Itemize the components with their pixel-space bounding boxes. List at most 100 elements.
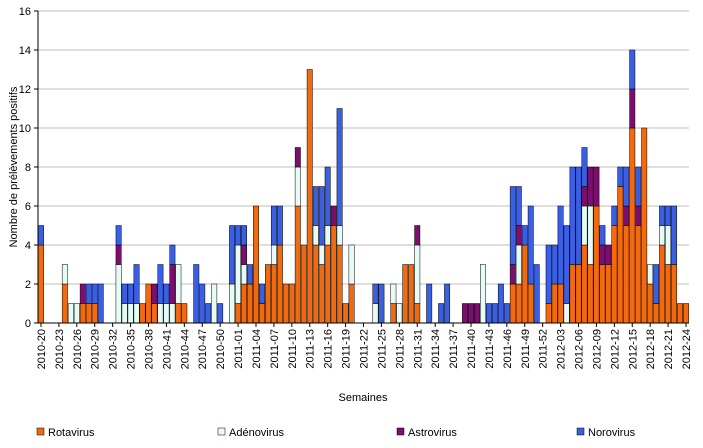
bar-segment (97, 283, 104, 324)
bar-segment (324, 166, 331, 226)
x-axis-title: Semaines (339, 392, 388, 404)
bar-segment (515, 186, 522, 226)
y-tick-label: 6 (25, 201, 31, 213)
bar-segment (581, 205, 588, 246)
bar-segment (527, 205, 534, 285)
bar-segment (581, 244, 588, 324)
legend-swatch (396, 427, 405, 436)
legend-swatch (36, 427, 45, 436)
x-tick-label: 2010-41 (161, 329, 173, 369)
bar-segment (414, 244, 421, 304)
bar-segment (653, 264, 660, 304)
bar-segment (378, 283, 385, 324)
x-tick-label: 2011-13 (305, 329, 317, 369)
bar-segment (617, 166, 624, 187)
bar-segment (79, 283, 86, 304)
bar-segment (408, 264, 415, 324)
bar-segment (211, 283, 218, 324)
bar-segment (515, 244, 522, 285)
bar-segment (241, 225, 247, 246)
bar-segment (61, 264, 68, 285)
bar-segment (151, 303, 158, 324)
bar-segment (557, 283, 564, 324)
bar-segment (133, 264, 140, 304)
bar-segment (336, 225, 343, 246)
bar-segment (91, 283, 98, 304)
bar-segment (587, 166, 594, 207)
bar-segment (270, 205, 277, 246)
bar-segment (229, 225, 236, 285)
bar-segment (115, 244, 122, 265)
bar-segment (474, 303, 480, 324)
bar-segment (235, 303, 242, 324)
bar-segment (312, 244, 319, 324)
bar-segment (563, 225, 570, 304)
bar-segment (611, 205, 618, 226)
bar-segment (653, 303, 660, 324)
bar-segment (396, 303, 403, 324)
bar-segment (414, 303, 421, 324)
bar-segment (402, 264, 409, 324)
bar-segment (38, 244, 44, 324)
bar-segment (205, 303, 212, 324)
bar-segment (61, 283, 68, 324)
bar-segment (426, 283, 433, 324)
bar-segment (629, 88, 636, 129)
bar-segment (181, 303, 188, 324)
y-tick-label: 16 (19, 6, 31, 18)
bar-segment (270, 244, 277, 265)
bar-segment (575, 264, 582, 324)
bar-segment (169, 303, 176, 324)
x-tick-label: 2012-18 (645, 329, 657, 369)
bar-segment (67, 303, 74, 324)
bar-segment (121, 303, 128, 324)
bar-segment (318, 264, 325, 324)
bar-segment (324, 225, 331, 246)
bar-segment (623, 166, 630, 207)
bar-segment (175, 264, 182, 304)
bar-segment (79, 303, 86, 324)
bar-segment (342, 303, 349, 324)
x-tick-label: 2011-40 (466, 329, 478, 369)
bar-segment (551, 283, 558, 324)
x-tick-label: 2012-09 (591, 329, 603, 369)
x-tick-label: 2011-22 (359, 329, 371, 369)
bar-segment (629, 49, 636, 90)
x-tick-label: 2011-01 (233, 329, 245, 369)
bar-segment (659, 244, 666, 324)
bar-segment (677, 303, 683, 324)
bar-segment (121, 283, 128, 304)
x-tick-label: 2012-15 (627, 329, 639, 369)
bar-segment (163, 283, 170, 304)
bar-segment (330, 205, 337, 226)
bar-segment (229, 283, 236, 324)
bar-segment (599, 225, 606, 246)
y-axis-title: Nombre de prélèvements positifs (8, 86, 20, 247)
legend-label: Norovirus (588, 427, 636, 439)
x-tick-label: 2011-25 (376, 329, 388, 369)
bar-segment (85, 303, 92, 324)
bar-segment (199, 283, 206, 324)
bar-segment (515, 225, 522, 246)
bar-segment (563, 303, 570, 324)
x-tick-label: 2010-20 (36, 329, 48, 369)
bar-segment (115, 225, 122, 246)
bar-segment (587, 264, 594, 324)
bar-segment (336, 108, 343, 226)
bar-segment (247, 283, 253, 324)
bar-segment (265, 264, 271, 324)
bar-segment (462, 303, 468, 324)
bar-segment (157, 264, 164, 304)
y-tick-label: 2 (25, 279, 31, 291)
y-tick-label: 8 (25, 162, 31, 174)
bar-segment (641, 127, 648, 324)
bar-segment (569, 166, 576, 265)
bar-segment (593, 205, 600, 324)
x-tick-label: 2011-34 (430, 329, 442, 369)
bar-segment (312, 225, 319, 246)
bar-segment (468, 303, 474, 324)
y-tick-label: 4 (25, 240, 31, 252)
y-tick-label: 10 (19, 123, 31, 135)
bar-segment (635, 225, 642, 324)
